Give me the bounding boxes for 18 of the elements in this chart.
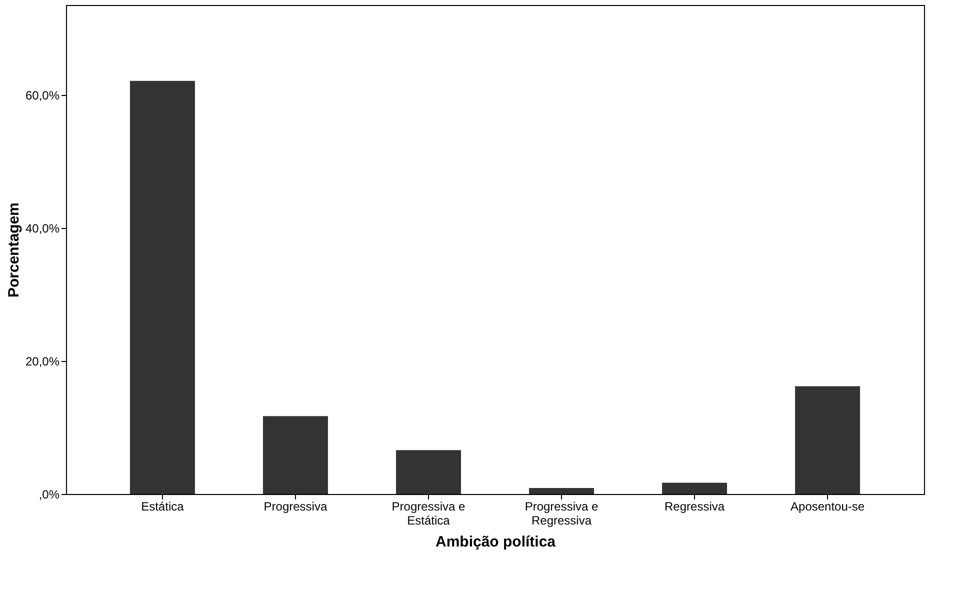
x-tick-label: Progressiva e Estática [392, 500, 466, 528]
y-tick-label: 40,0% [25, 221, 60, 236]
x-tick-label: Progressiva e Regressiva [524, 500, 599, 528]
bar [662, 482, 728, 494]
bar [529, 488, 594, 494]
y-tick-label: ,0% [38, 488, 60, 502]
y-tick-label: 60,0% [25, 88, 60, 102]
bar [795, 386, 860, 494]
bar [396, 450, 461, 494]
bar [130, 80, 195, 494]
x-tick-label: Aposentou-se [790, 500, 865, 514]
y-tick-label: 20,0% [25, 354, 60, 368]
bar [262, 416, 328, 494]
x-axis-title: Ambição política [435, 534, 556, 550]
x-tick-label: Estática [141, 500, 184, 514]
y-axis-title: Porcentagem [5, 202, 22, 298]
x-tick-label: Progressiva [264, 500, 328, 514]
x-tick-label: Regressiva [664, 500, 725, 514]
